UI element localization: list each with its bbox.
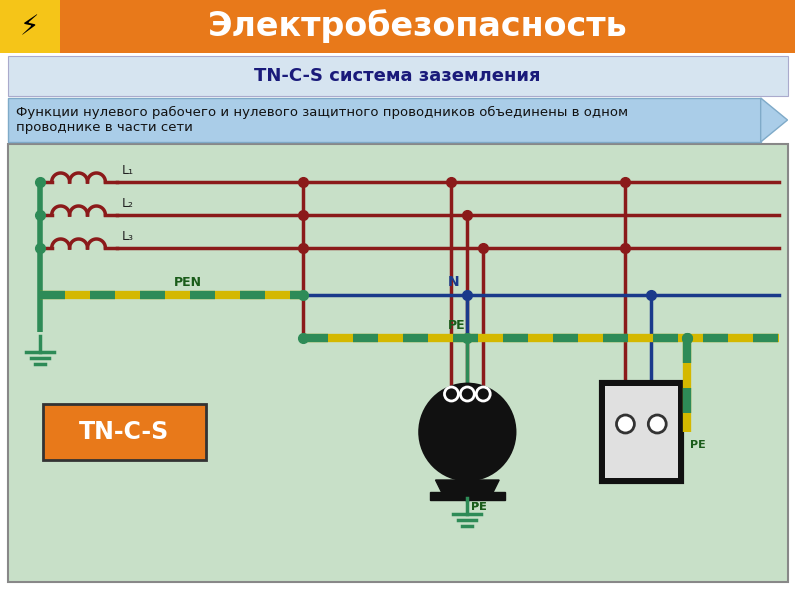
Text: TN-C-S: TN-C-S bbox=[79, 420, 170, 444]
Text: L₃: L₃ bbox=[122, 230, 134, 243]
Text: PE: PE bbox=[471, 502, 487, 512]
Text: N: N bbox=[447, 275, 459, 289]
Text: ⚡: ⚡ bbox=[20, 13, 39, 41]
FancyBboxPatch shape bbox=[8, 144, 787, 582]
FancyBboxPatch shape bbox=[8, 98, 761, 142]
Polygon shape bbox=[761, 98, 787, 142]
FancyBboxPatch shape bbox=[42, 404, 206, 460]
Circle shape bbox=[420, 384, 515, 480]
Circle shape bbox=[617, 415, 634, 433]
Text: PE: PE bbox=[471, 502, 487, 512]
FancyBboxPatch shape bbox=[8, 56, 787, 96]
Text: L₁: L₁ bbox=[122, 164, 134, 177]
Text: TN-C-S система заземления: TN-C-S система заземления bbox=[254, 67, 541, 85]
FancyBboxPatch shape bbox=[0, 0, 795, 53]
Text: Электробезопасность: Электробезопасность bbox=[208, 9, 627, 43]
Text: L₂: L₂ bbox=[122, 197, 134, 210]
Text: Функции нулевого рабочего и нулевого защитного проводников объединены в одном
пр: Функции нулевого рабочего и нулевого защ… bbox=[16, 106, 628, 134]
Polygon shape bbox=[435, 480, 499, 492]
Text: PEN: PEN bbox=[174, 276, 202, 289]
FancyBboxPatch shape bbox=[605, 386, 678, 478]
FancyBboxPatch shape bbox=[601, 382, 682, 482]
Polygon shape bbox=[430, 492, 505, 500]
Text: PE: PE bbox=[690, 440, 706, 450]
Circle shape bbox=[648, 415, 666, 433]
Text: PE: PE bbox=[447, 319, 465, 332]
FancyBboxPatch shape bbox=[0, 0, 60, 53]
